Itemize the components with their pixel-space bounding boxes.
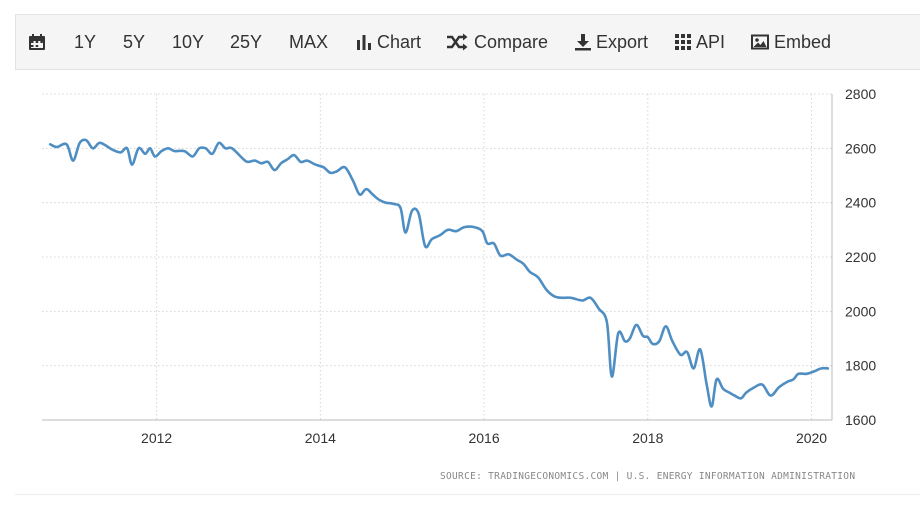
export-label: Export xyxy=(596,31,649,52)
bar-chart-icon xyxy=(357,35,371,50)
y-tick-label: 1800 xyxy=(845,358,876,374)
calendar-icon[interactable] xyxy=(28,33,46,51)
chart-label: Chart xyxy=(377,31,422,52)
x-tick-label: 2016 xyxy=(468,430,499,446)
api-label: API xyxy=(696,31,726,52)
embed-label: Embed xyxy=(774,31,832,52)
export-button[interactable]: Export xyxy=(574,32,648,53)
y-tick-label: 2800 xyxy=(845,86,876,102)
download-icon xyxy=(575,34,591,51)
y-tick-label: 2000 xyxy=(845,303,876,319)
source-caption: SOURCE: TRADINGECONOMICS.COM | U.S. ENER… xyxy=(440,471,856,482)
divider xyxy=(15,494,920,495)
range-10y-button[interactable]: 10Y xyxy=(172,31,205,52)
series xyxy=(48,138,830,408)
compare-button[interactable]: Compare xyxy=(446,32,548,53)
axes: 1600 1800 2000 2200 2400 2600 2800 2012 2014 2016… xyxy=(42,86,876,446)
embed-button[interactable]: Embed xyxy=(750,32,831,53)
grid-icon xyxy=(675,34,691,50)
y-tick-label: 2600 xyxy=(845,140,876,156)
x-tick-label: 2012 xyxy=(141,430,172,446)
x-tick-label: 2014 xyxy=(305,430,336,446)
range-max-button[interactable]: MAX xyxy=(289,31,329,52)
x-tick-label: 2018 xyxy=(632,430,663,446)
chart-toolbar: 1Y 5Y 10Y 25Y MAX Chart Compare Export xyxy=(15,14,920,70)
range-5y-button[interactable]: 5Y xyxy=(123,31,146,52)
y-tick-label: 2400 xyxy=(845,195,876,211)
api-button[interactable]: API xyxy=(674,32,725,53)
y-tick-label: 1600 xyxy=(845,412,876,428)
compare-label: Compare xyxy=(474,31,549,52)
chart-area: 1600 1800 2000 2200 2400 2600 2800 2012 2014 2016… xyxy=(0,70,920,495)
series-line-0 xyxy=(48,138,830,408)
image-icon xyxy=(751,34,769,50)
line-chart: 1600 1800 2000 2200 2400 2600 2800 2012 2014 2016… xyxy=(42,86,876,446)
x-tick-label: 2020 xyxy=(796,430,827,446)
chart-type-button[interactable]: Chart xyxy=(355,32,421,53)
range-1y-button[interactable]: 1Y xyxy=(74,31,97,52)
shuffle-icon xyxy=(447,33,468,51)
y-tick-label: 2200 xyxy=(845,249,876,265)
range-25y-button[interactable]: 25Y xyxy=(230,31,263,52)
grid xyxy=(42,93,832,421)
